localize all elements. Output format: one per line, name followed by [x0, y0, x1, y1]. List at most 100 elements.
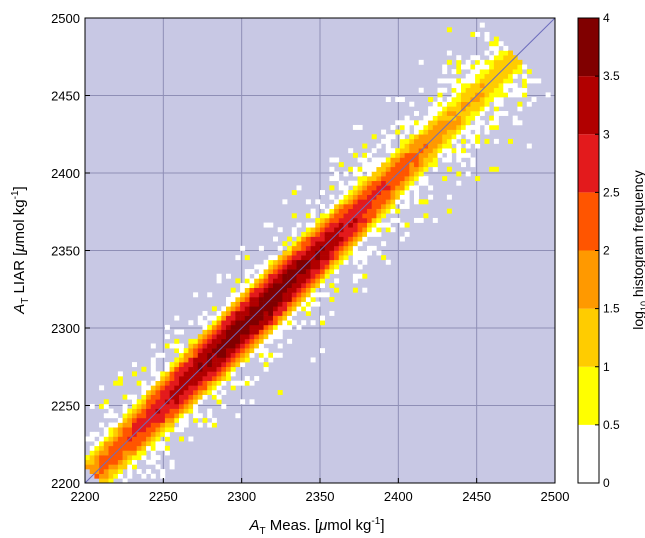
histogram-cell — [343, 255, 349, 261]
histogram-cell — [85, 459, 90, 465]
histogram-cell — [169, 390, 175, 395]
histogram-cell — [390, 204, 396, 209]
histogram-cell — [244, 287, 250, 293]
histogram-cell — [277, 292, 283, 298]
histogram-cell — [526, 101, 532, 107]
histogram-cell — [446, 194, 452, 200]
histogram-cell — [174, 417, 180, 423]
histogram-cell — [188, 357, 194, 363]
histogram-cell — [273, 269, 278, 275]
histogram-cell — [155, 464, 161, 470]
histogram-cell — [122, 427, 128, 433]
histogram-cell — [315, 292, 321, 298]
histogram-cell — [202, 334, 208, 340]
histogram-cell — [310, 357, 316, 363]
histogram-cell — [183, 348, 189, 354]
histogram-cell — [113, 427, 119, 433]
histogram-cell — [249, 310, 255, 316]
histogram-cell — [197, 371, 203, 377]
histogram-cell — [85, 464, 90, 470]
histogram-cell — [254, 348, 260, 354]
histogram-cell — [381, 129, 387, 135]
histogram-cell — [146, 385, 152, 391]
histogram-cell — [489, 166, 495, 172]
histogram-cell — [376, 143, 382, 149]
histogram-cell — [117, 459, 123, 465]
histogram-cell — [155, 441, 161, 447]
histogram-cell — [249, 269, 255, 275]
histogram-cell — [338, 250, 344, 256]
histogram-cell — [249, 324, 255, 330]
histogram-cell — [254, 273, 260, 279]
histogram-cell — [188, 366, 194, 372]
histogram-cell — [277, 264, 283, 270]
histogram-cell — [479, 59, 485, 65]
histogram-cell — [414, 111, 419, 116]
histogram-cell — [174, 371, 180, 377]
histogram-cell — [352, 194, 358, 200]
histogram-cell — [367, 176, 372, 182]
histogram-cell — [150, 455, 156, 461]
histogram-cell — [432, 111, 438, 116]
histogram-cell — [211, 343, 217, 349]
histogram-cell — [315, 283, 321, 288]
histogram-cell — [244, 283, 250, 288]
histogram-cell — [127, 413, 133, 419]
histogram-cell — [428, 148, 434, 154]
histogram-cell — [277, 343, 283, 349]
histogram-cell — [301, 245, 307, 251]
histogram-cell — [160, 469, 166, 474]
histogram-cell — [517, 64, 523, 70]
histogram-cell — [268, 357, 274, 363]
histogram-cell — [244, 269, 250, 275]
histogram-cell — [428, 124, 434, 130]
histogram-cell — [146, 390, 152, 395]
histogram-cell — [305, 273, 311, 279]
histogram-cell — [362, 231, 368, 237]
histogram-cell — [536, 78, 542, 84]
histogram-cell — [414, 217, 419, 223]
histogram-cell — [517, 59, 523, 65]
histogram-cell — [230, 324, 236, 330]
histogram-cell — [432, 166, 438, 172]
histogram-cell — [352, 180, 358, 186]
histogram-cell — [287, 306, 293, 312]
histogram-cell — [273, 329, 278, 335]
histogram-cell — [423, 180, 429, 186]
histogram-cell — [395, 185, 401, 191]
histogram-cell — [193, 292, 199, 298]
histogram-cell — [437, 111, 443, 116]
histogram-cell — [395, 217, 401, 223]
histogram-cell — [277, 320, 283, 326]
histogram-cell — [310, 236, 316, 242]
histogram-cell — [122, 422, 128, 428]
histogram-cell — [338, 231, 344, 237]
histogram-cell — [169, 464, 175, 470]
histogram-cell — [113, 445, 119, 451]
histogram-cell — [132, 408, 137, 414]
histogram-cell — [254, 283, 260, 288]
histogram-cell — [155, 399, 161, 405]
histogram-cell — [475, 138, 481, 144]
colorbar-swatch — [578, 424, 599, 483]
histogram-cell — [132, 371, 137, 377]
histogram-cell — [249, 380, 255, 386]
histogram-cell — [282, 199, 288, 205]
colorbar-swatch — [578, 192, 599, 251]
histogram-cell — [512, 87, 518, 93]
histogram-cell — [160, 399, 166, 405]
histogram-cell — [385, 190, 391, 195]
histogram-cell — [470, 101, 476, 107]
histogram-cell — [310, 269, 316, 275]
histogram-cell — [249, 352, 255, 358]
histogram-cell — [258, 357, 264, 363]
histogram-cell — [263, 297, 269, 302]
histogram-cell — [127, 473, 133, 479]
histogram-cell — [456, 59, 462, 65]
histogram-cell — [376, 157, 382, 163]
histogram-cell — [508, 69, 513, 75]
histogram-cell — [108, 450, 114, 456]
histogram-cell — [428, 162, 434, 168]
histogram-cell — [479, 101, 485, 107]
histogram-cell — [160, 413, 166, 419]
